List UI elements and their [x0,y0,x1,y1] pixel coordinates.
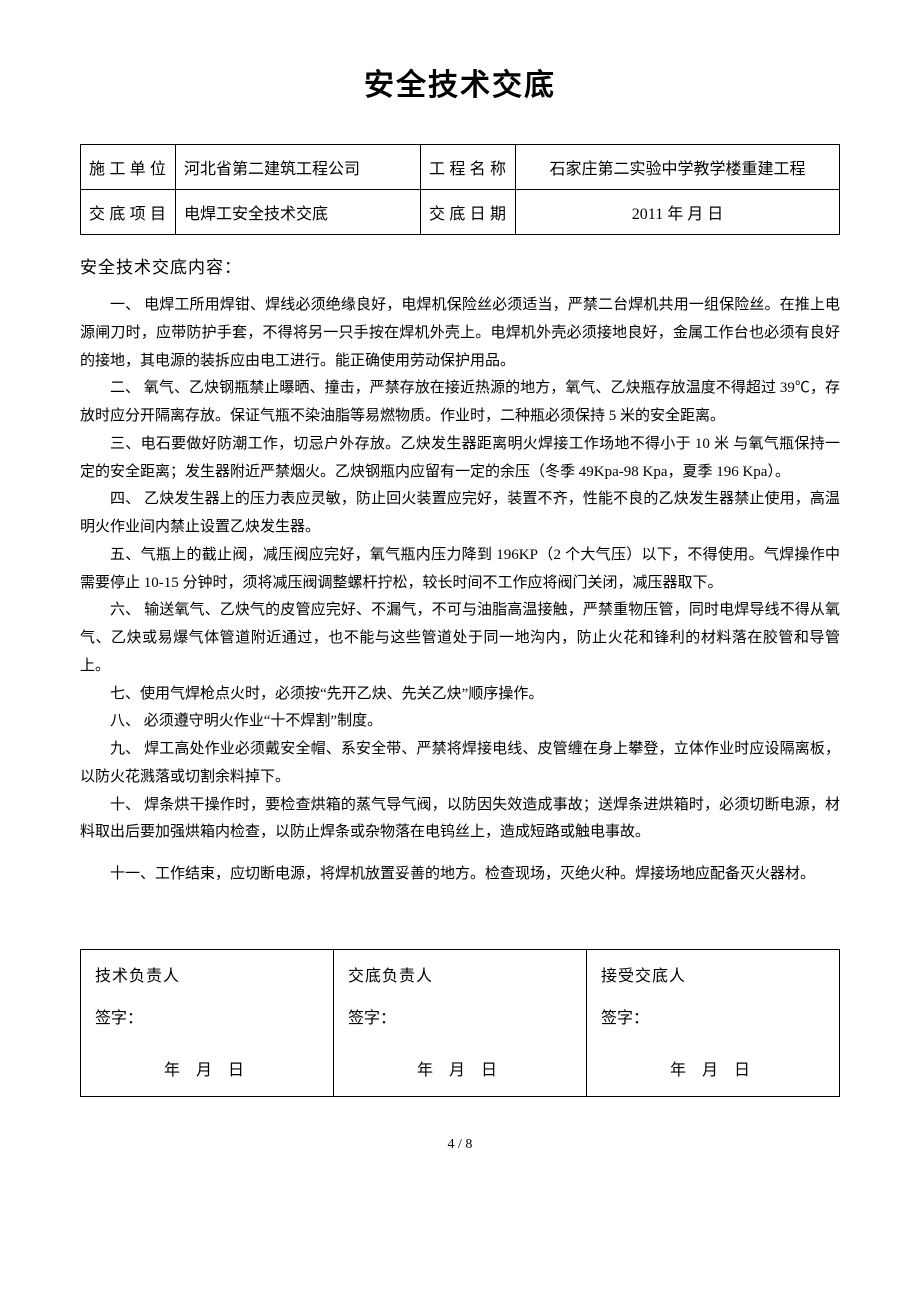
page-footer: 4 / 8 [80,1137,840,1153]
role-disclose: 交底负责人 [348,962,572,986]
sign-label-receive: 签字： [601,1004,825,1028]
paragraph: 九、 焊工高处作业必须戴安全帽、系安全带、严禁将焊接电线、皮管缠在身上攀登，立体… [80,736,840,792]
paragraph: 三、电石要做好防潮工作，切忌户外存放。乙炔发生器距离明火焊接工作场地不得小于 1… [80,431,840,487]
paragraph: 八、 必须遵守明火作业“十不焊割”制度。 [80,708,840,736]
date-line-receive: 年 月 日 [601,1056,825,1084]
document-title: 安全技术交底 [80,60,840,104]
project-label: 工程名称 [421,145,516,190]
content-body: 一、 电焊工所用焊钳、焊线必须绝缘良好，电焊机保险丝必须适当，严禁二台焊机共用一… [80,292,840,889]
paragraph: 十一、工作结束，应切断电源，将焊机放置妥善的地方。检查现场，灭绝火种。焊接场地应… [80,861,840,889]
role-receive: 接受交底人 [601,962,825,986]
item-value: 电焊工安全技术交底 [176,190,421,235]
header-row-1: 施工单位 河北省第二建筑工程公司 工程名称 石家庄第二实验中学教学楼重建工程 [81,145,840,190]
signature-table: 技术负责人 签字： 年 月 日 交底负责人 签字： 年 月 日 接受交底人 签字… [80,949,840,1097]
date-label: 交底日期 [421,190,516,235]
paragraph: 一、 电焊工所用焊钳、焊线必须绝缘良好，电焊机保险丝必须适当，严禁二台焊机共用一… [80,292,840,375]
paragraph: 十、 焊条烘干操作时，要检查烘箱的蒸气导气阀，以防因失效造成事故；送焊条进烘箱时… [80,792,840,848]
paragraph: 二、 氧气、乙炔钢瓶禁止曝晒、撞击，严禁存放在接近热源的地方，氧气、乙炔瓶存放温… [80,375,840,431]
item-label: 交底项目 [81,190,176,235]
unit-label: 施工单位 [81,145,176,190]
date-value: 2011 年 月 日 [516,190,840,235]
signature-cell-disclose: 交底负责人 签字： 年 月 日 [334,949,587,1096]
header-table: 施工单位 河北省第二建筑工程公司 工程名称 石家庄第二实验中学教学楼重建工程 交… [80,144,840,235]
date-line-tech: 年 月 日 [95,1056,319,1084]
signature-cell-tech: 技术负责人 签字： 年 月 日 [81,949,334,1096]
project-value: 石家庄第二实验中学教学楼重建工程 [516,145,840,190]
sign-label-disclose: 签字： [348,1004,572,1028]
section-heading: 安全技术交底内容： [80,253,840,278]
role-tech: 技术负责人 [95,962,319,986]
paragraph: 四、 乙炔发生器上的压力表应灵敏，防止回火装置应完好，装置不齐，性能不良的乙炔发… [80,486,840,542]
paragraph: 五、气瓶上的截止阀，减压阀应完好，氧气瓶内压力降到 196KP（2 个大气压）以… [80,542,840,598]
date-line-disclose: 年 月 日 [348,1056,572,1084]
sign-label-tech: 签字： [95,1004,319,1028]
paragraph: 七、使用气焊枪点火时，必须按“先开乙炔、先关乙炔”顺序操作。 [80,681,840,709]
signature-cell-receive: 接受交底人 签字： 年 月 日 [587,949,840,1096]
header-row-2: 交底项目 电焊工安全技术交底 交底日期 2011 年 月 日 [81,190,840,235]
unit-value: 河北省第二建筑工程公司 [176,145,421,190]
paragraph: 六、 输送氧气、乙炔气的皮管应完好、不漏气，不可与油脂高温接触，严禁重物压管，同… [80,597,840,680]
